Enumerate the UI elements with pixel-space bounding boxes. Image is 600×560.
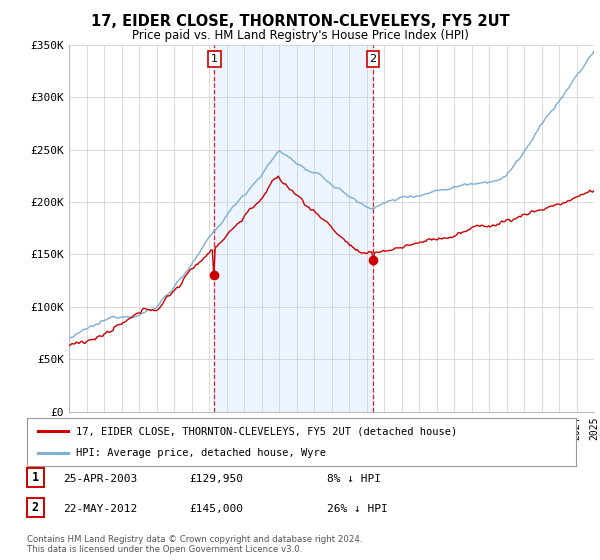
Text: 2: 2 <box>32 501 39 514</box>
Text: 17, EIDER CLOSE, THORNTON-CLEVELEYS, FY5 2UT (detached house): 17, EIDER CLOSE, THORNTON-CLEVELEYS, FY5… <box>76 426 458 436</box>
Text: 2: 2 <box>370 54 377 64</box>
Text: 1: 1 <box>32 471 39 484</box>
Text: 17, EIDER CLOSE, THORNTON-CLEVELEYS, FY5 2UT: 17, EIDER CLOSE, THORNTON-CLEVELEYS, FY5… <box>91 14 509 29</box>
Text: 22-MAY-2012: 22-MAY-2012 <box>63 504 137 514</box>
Text: 26% ↓ HPI: 26% ↓ HPI <box>327 504 388 514</box>
Bar <box>214 45 373 412</box>
Text: £129,950: £129,950 <box>189 474 243 484</box>
Text: 8% ↓ HPI: 8% ↓ HPI <box>327 474 381 484</box>
Text: Contains HM Land Registry data © Crown copyright and database right 2024.
This d: Contains HM Land Registry data © Crown c… <box>27 535 362 554</box>
Text: 25-APR-2003: 25-APR-2003 <box>63 474 137 484</box>
Text: £145,000: £145,000 <box>189 504 243 514</box>
Text: 1: 1 <box>211 54 218 64</box>
Text: Price paid vs. HM Land Registry's House Price Index (HPI): Price paid vs. HM Land Registry's House … <box>131 29 469 42</box>
Text: HPI: Average price, detached house, Wyre: HPI: Average price, detached house, Wyre <box>76 447 326 458</box>
